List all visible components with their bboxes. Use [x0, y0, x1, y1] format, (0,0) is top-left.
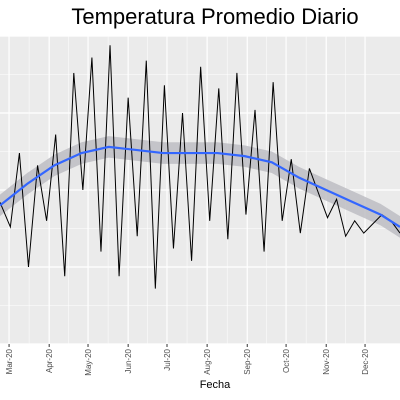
x-axis-label: Fecha	[199, 379, 231, 391]
x-tick-label: Jun-20	[124, 348, 133, 373]
series-layer	[0, 45, 400, 289]
x-tick-label: May-20	[84, 348, 93, 375]
series-line-daily	[0, 45, 400, 289]
chart-title: Temperatura Promedio Diario	[71, 4, 359, 29]
x-axis-ticks: Mar-20 Apr-20 May-20 Jun-20 Jul-20 Aug-20 Sep-…	[5, 344, 370, 376]
x-tick-label: Dec-20	[361, 348, 370, 374]
x-tick-label: Mar-20	[5, 348, 14, 374]
series-line-smooth	[0, 145, 400, 228]
x-tick-label: Nov-20	[322, 348, 331, 374]
x-tick-label: Aug-20	[203, 348, 212, 374]
x-tick-label: Oct-20	[282, 348, 291, 373]
x-tick-label: Apr-20	[45, 348, 54, 373]
x-tick-label: Sep-20	[243, 348, 252, 374]
x-tick-label: Jul-20	[163, 348, 172, 370]
